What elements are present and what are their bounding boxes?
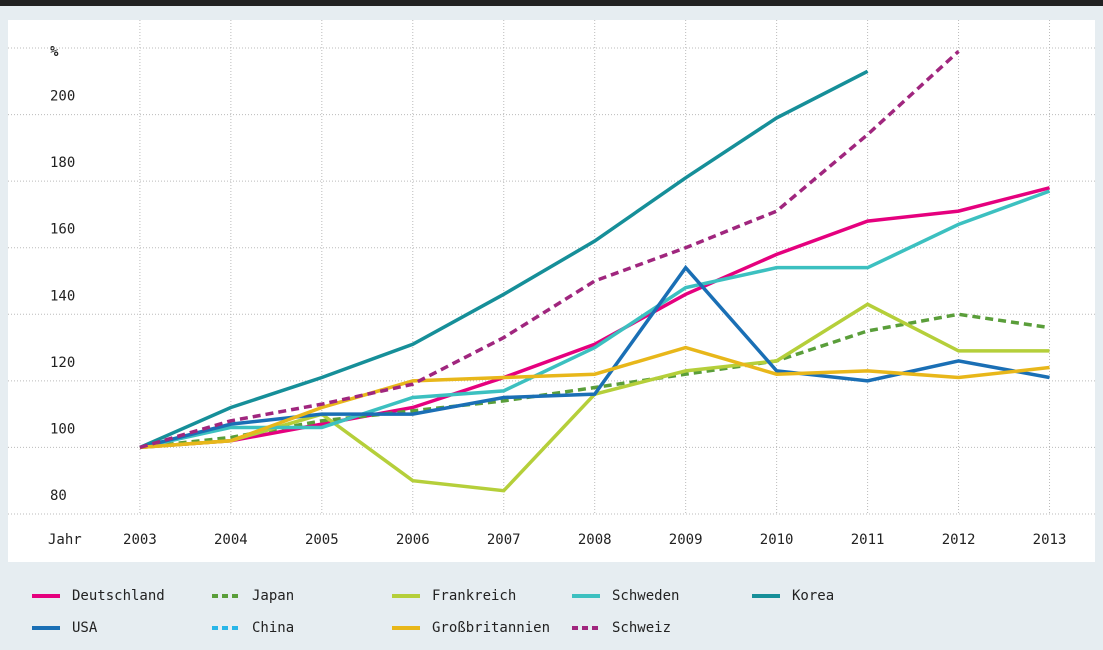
legend-label: Korea: [792, 588, 834, 604]
x-tick-label: 2012: [942, 532, 976, 548]
legend-label: Deutschland: [72, 588, 165, 604]
x-tick-label: 2003: [123, 532, 157, 548]
y-axis-label: %: [50, 44, 59, 60]
top-bar: [0, 0, 1103, 6]
y-tick-label: 120: [50, 355, 75, 371]
series-line: [139, 186, 1050, 450]
y-tick-label: 200: [50, 89, 75, 105]
x-axis-label: Jahr: [48, 532, 82, 548]
legend-label: China: [252, 620, 294, 636]
x-tick-label: 2013: [1033, 532, 1067, 548]
x-tick-label: 2010: [760, 532, 794, 548]
legend-label: Schweiz: [612, 620, 671, 636]
legend-label: Schweden: [612, 588, 679, 604]
x-tick-label: 2009: [669, 532, 703, 548]
legend-label: Japan: [252, 588, 294, 604]
y-tick-label: 160: [50, 222, 75, 238]
series-line: [139, 50, 960, 450]
x-tick-label: 2008: [578, 532, 612, 548]
y-tick-label: 140: [50, 288, 75, 304]
x-tick-label: 2006: [396, 532, 430, 548]
series-line: [139, 312, 1050, 450]
legend-label: USA: [72, 620, 98, 636]
plot-background: [8, 20, 1095, 562]
x-tick-label: 2004: [214, 532, 248, 548]
series-line: [139, 189, 1051, 450]
y-tick-label: 100: [50, 421, 75, 437]
series-line: [139, 345, 1050, 450]
x-tick-label: 2007: [487, 532, 521, 548]
x-tick-label: 2005: [305, 532, 339, 548]
legend-label: Frankreich: [432, 588, 516, 604]
legend-label: Großbritannien: [432, 620, 550, 636]
x-tick-label: 2011: [851, 532, 885, 548]
y-tick-label: 180: [50, 155, 75, 171]
y-tick-label: 80: [50, 488, 67, 504]
series-line: [139, 69, 869, 450]
